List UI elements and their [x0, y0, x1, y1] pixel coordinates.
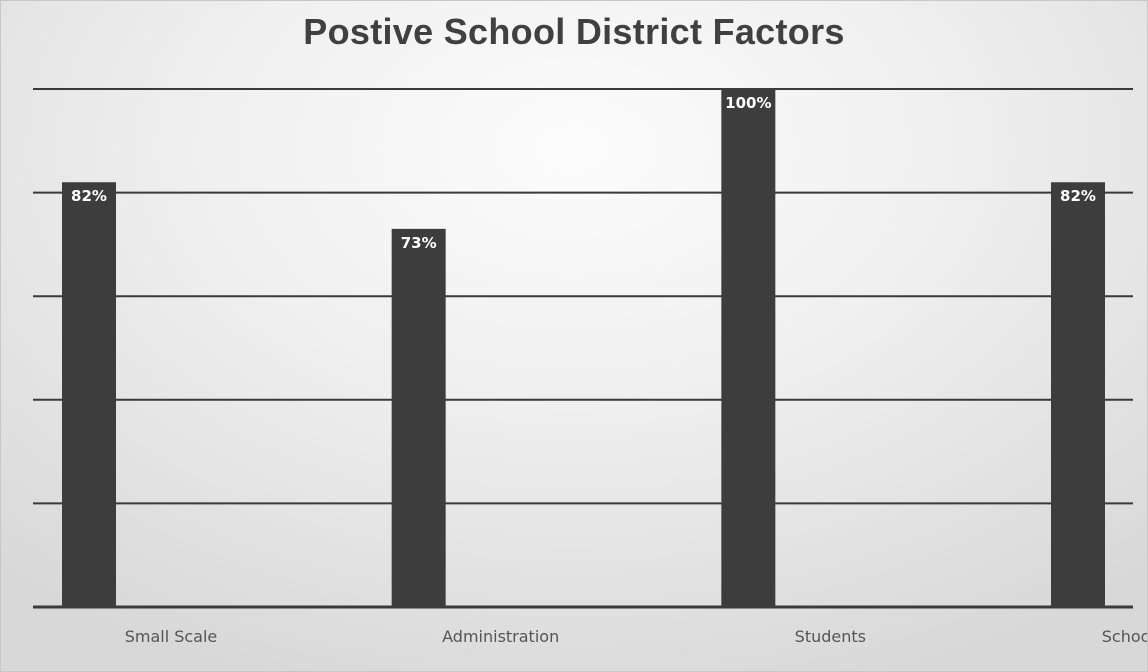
- data-label: 82%: [1060, 187, 1096, 205]
- data-labels: 82% 73% 100% 82%: [71, 94, 1096, 252]
- category-axis: Small Scale Administration Students School …: [125, 627, 1147, 646]
- category-tick-label: Small Scale: [125, 627, 218, 646]
- bar: [1051, 182, 1105, 608]
- data-label: 82%: [71, 187, 107, 205]
- category-tick-label: School Culture: [1102, 627, 1147, 646]
- bar: [721, 89, 776, 607]
- data-label: 73%: [401, 234, 437, 252]
- bar: [62, 182, 116, 608]
- gridlines: [33, 88, 1133, 609]
- category-tick-label: Administration: [442, 627, 559, 646]
- category-tick-label: Students: [795, 627, 866, 646]
- chart-title: Postive School District Factors: [303, 11, 845, 52]
- bars: [62, 89, 1105, 608]
- data-label: 100%: [725, 94, 771, 112]
- bar: [391, 228, 446, 608]
